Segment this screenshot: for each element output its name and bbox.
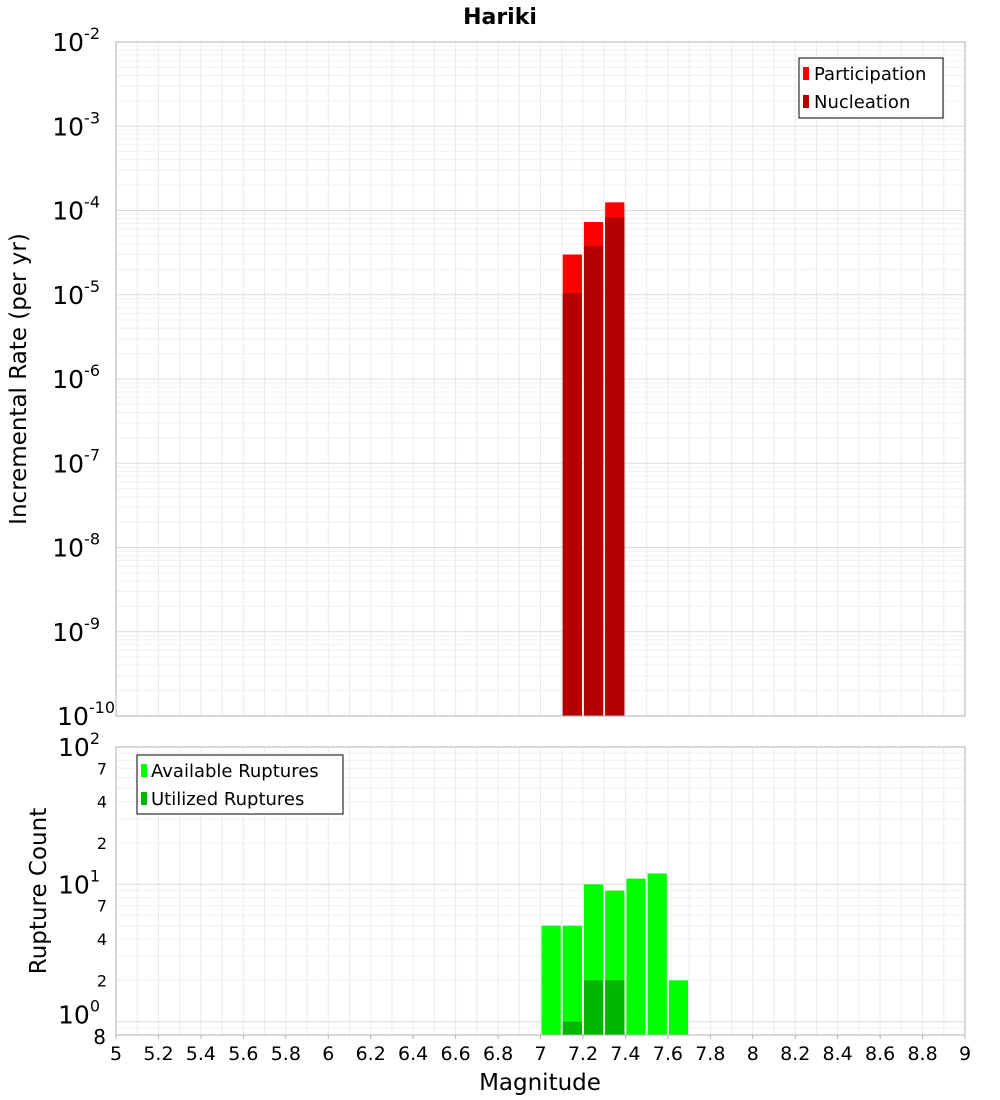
rate-y-ticks: 10-10 10-9 10-8 10-7 10-6 10-5 10-4 10-3 10-2 [52, 24, 115, 731]
available-legend-label: Available Ruptures [151, 761, 319, 782]
rate-y-tick-label: 10-6 [52, 361, 100, 394]
participation-legend-swatch [803, 67, 809, 80]
x-tick-label: 5.4 [186, 1043, 216, 1065]
nucleation-bar [583, 245, 604, 716]
chart-title: Hariki [463, 5, 537, 30]
count-legend-box [136, 754, 344, 815]
x-tick-label: 5.8 [271, 1043, 301, 1065]
count-x-ticks: 5 5.2 5.4 5.6 5.8 6 6.2 6.4 6.6 6.8 7 7.2 7.4 7.6 7.8 8… [110, 1035, 971, 1065]
x-tick-label: 6.4 [398, 1043, 428, 1065]
count-y-axis-label: Rupture Count [26, 808, 52, 974]
rate-y-tick-label: 10-8 [52, 530, 100, 563]
available-bar [626, 878, 646, 1035]
rate-y-tick-label: 10-7 [52, 445, 100, 478]
x-tick-label: 8.4 [823, 1043, 853, 1065]
x-tick-label: 7 [534, 1043, 546, 1065]
available-bar [541, 925, 561, 1035]
rate-legend-box [798, 57, 944, 119]
count-y-minor-label: 7 [97, 897, 107, 916]
count-y-minor-label: 4 [97, 793, 107, 812]
rate-panel: 10-10 10-9 10-8 10-7 10-6 10-5 10-4 10-3 10-2 In… [6, 24, 966, 731]
count-y-major-label: 102 [58, 729, 100, 762]
utilized-bar [583, 980, 604, 1035]
x-tick-label: 6.2 [356, 1043, 386, 1065]
x-tick-label: 8.2 [780, 1043, 810, 1065]
x-tick-label: 5 [110, 1043, 122, 1065]
rate-plot-border [115, 41, 966, 717]
nucleation-legend-swatch [803, 95, 809, 108]
x-tick-label: 8.6 [865, 1043, 895, 1065]
rate-y-tick-label: 10-5 [52, 277, 100, 310]
x-tick-label: 7.8 [695, 1043, 725, 1065]
count-y-minor-label: 2 [97, 971, 107, 990]
x-tick-label: 5.2 [143, 1043, 173, 1065]
rate-grid [115, 42, 966, 717]
rate-y-tick-label: 10-10 [57, 698, 115, 731]
x-tick-label: 7.4 [610, 1043, 640, 1065]
utilized-legend-swatch [141, 792, 147, 805]
count-y-major-label: 101 [58, 866, 100, 899]
rate-y-tick-label: 10-9 [52, 614, 100, 647]
participation-legend-label: Participation [814, 64, 926, 85]
utilized-bar [605, 980, 625, 1035]
available-legend-swatch [141, 764, 147, 777]
nucleation-bar [605, 217, 625, 716]
count-y-ticks: 100 101 102 8 2 4 7 2 4 7 [58, 729, 107, 1049]
count-y-minor-label: 7 [97, 759, 107, 778]
x-tick-label: 5.6 [228, 1043, 258, 1065]
x-tick-label: 7.6 [653, 1043, 683, 1065]
x-tick-label: 6 [322, 1043, 334, 1065]
x-tick-label: 6.8 [483, 1043, 513, 1065]
rate-y-tick-label: 10-3 [52, 108, 100, 141]
nucleation-bar [562, 292, 582, 716]
utilized-legend-label: Utilized Ruptures [151, 789, 304, 810]
rate-y-tick-label: 10-2 [52, 24, 100, 57]
rate-y-tick-label: 10-4 [52, 193, 100, 226]
x-tick-label: 9 [959, 1043, 971, 1065]
x-tick-label: 8 [747, 1043, 759, 1065]
rate-y-axis-label: Incremental Rate (per yr) [6, 233, 32, 525]
utilized-bar [562, 1021, 582, 1035]
rate-bars [562, 202, 625, 716]
available-bar [647, 873, 667, 1035]
count-panel: 100 101 102 8 2 4 7 2 4 7 5 5.2 5.4 5.6 5.8 6 6.2 6.4 6.6… [26, 729, 971, 1096]
x-axis-label: Magnitude [479, 1070, 601, 1096]
available-bar [562, 925, 582, 1035]
count-y-major-label: 100 [58, 997, 100, 1030]
count-bars [541, 873, 689, 1035]
count-y-minor-label: 2 [97, 834, 107, 853]
count-y-minor-label: 8 [93, 1025, 106, 1049]
available-bar [668, 980, 689, 1035]
x-tick-label: 8.8 [907, 1043, 937, 1065]
x-tick-label: 6.6 [440, 1043, 470, 1065]
x-tick-label: 7.2 [568, 1043, 598, 1065]
count-legend: Available Ruptures Utilized Ruptures [136, 754, 344, 815]
rate-legend: Participation Nucleation [798, 57, 944, 119]
nucleation-legend-label: Nucleation [814, 92, 910, 113]
count-y-minor-label: 4 [97, 930, 107, 949]
